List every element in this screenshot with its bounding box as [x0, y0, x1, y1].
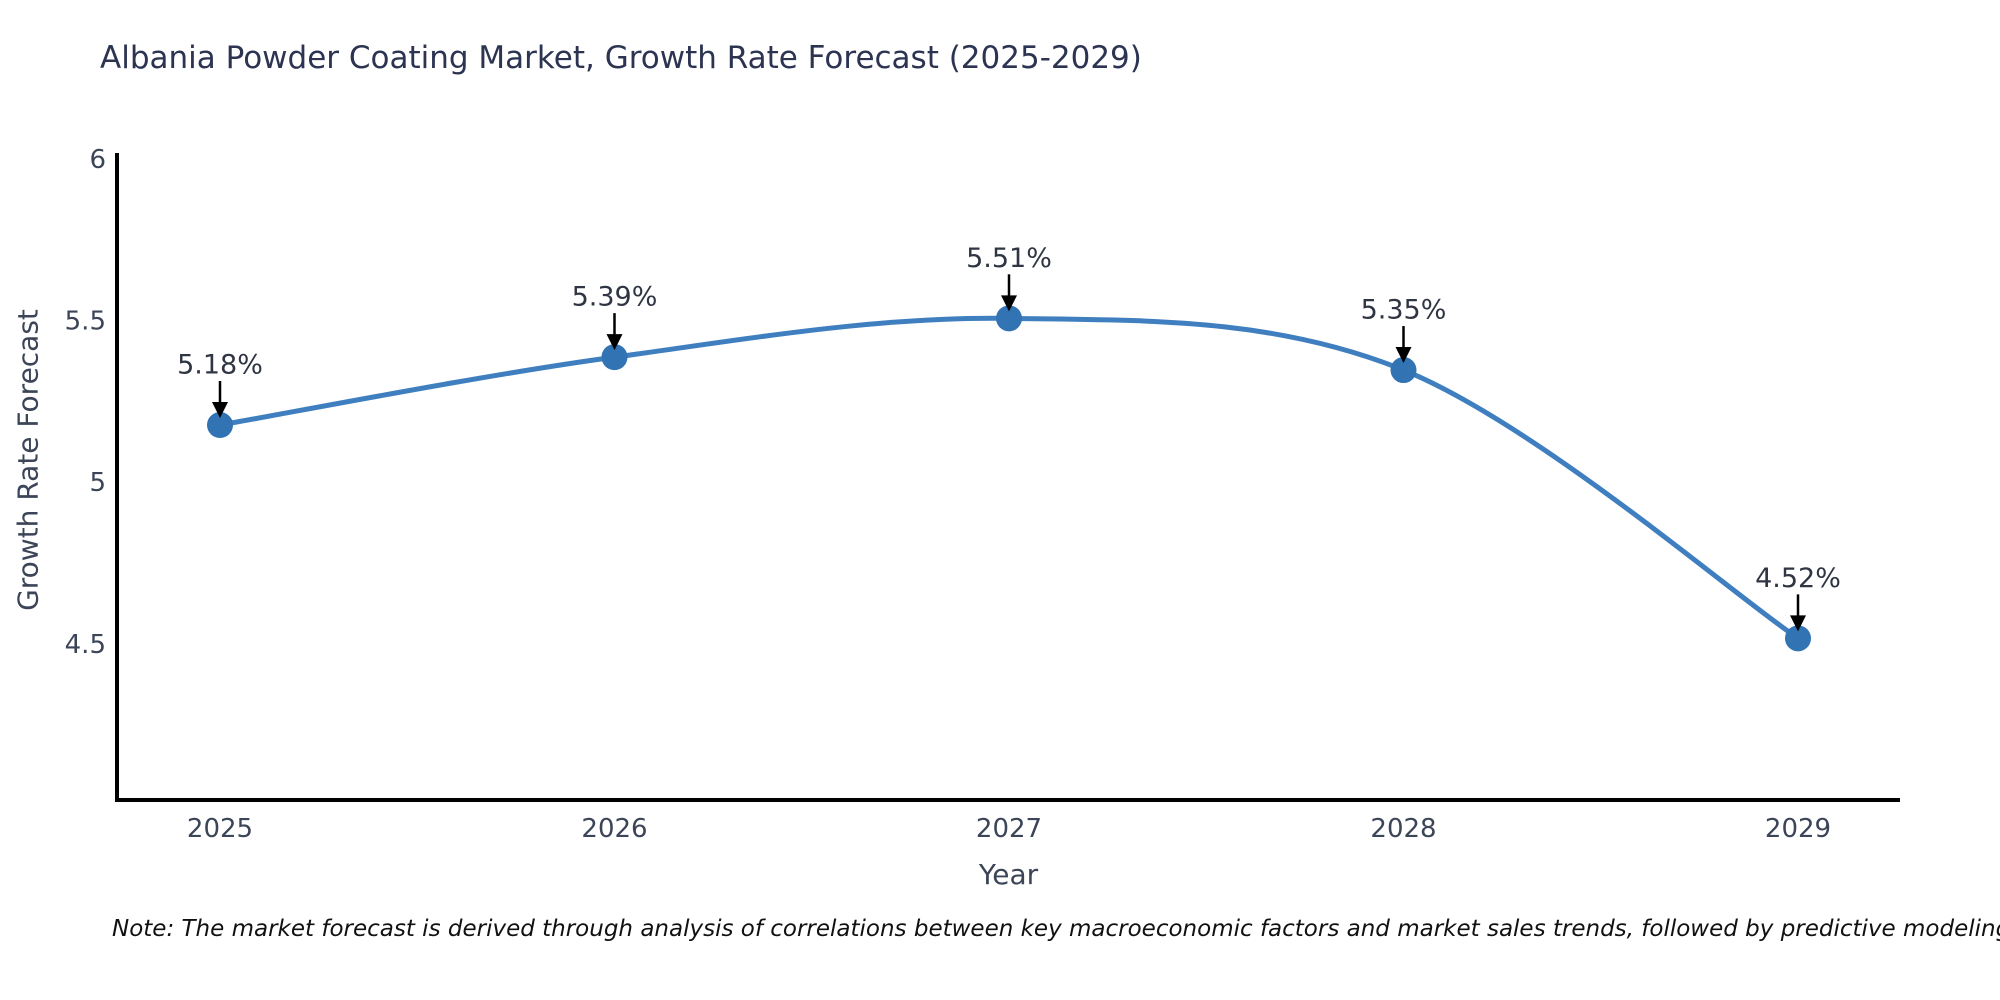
annotation-arrow-head	[1395, 347, 1412, 364]
data-point-marker	[1785, 625, 1811, 652]
data-point-label: 5.18%	[177, 350, 263, 381]
footnote: Note: The market forecast is derived thr…	[112, 916, 2000, 942]
annotation-arrow-head	[1790, 615, 1806, 632]
data-point-label: 5.51%	[966, 243, 1052, 274]
data-point-marker	[1390, 357, 1417, 384]
data-point-label: 4.52%	[1755, 563, 1841, 594]
x-tick-label: 2028	[1370, 814, 1436, 844]
y-tick-label: 6	[89, 145, 106, 175]
annotation-arrow-head	[606, 334, 623, 351]
x-axis-title: Year	[978, 858, 1039, 891]
chart-title: Albania Powder Coating Market, Growth Ra…	[100, 40, 1142, 76]
x-tick-label: 2029	[1765, 814, 1831, 844]
data-point-label: 5.35%	[1361, 295, 1447, 326]
y-tick-label: 4.5	[65, 630, 106, 660]
y-axis-title: Growth Rate Forecast	[12, 309, 45, 611]
annotation-arrow-head	[1001, 295, 1017, 312]
x-tick-label: 2025	[187, 814, 253, 844]
data-point-marker	[207, 412, 233, 439]
x-tick-label: 2027	[976, 814, 1042, 844]
forecast-line	[219, 315, 1800, 641]
x-tick-label: 2026	[581, 814, 647, 844]
y-tick-label: 5.5	[65, 307, 106, 337]
data-point-label: 5.39%	[572, 282, 658, 313]
y-tick-label: 5	[89, 468, 106, 498]
data-point-marker	[996, 305, 1022, 332]
annotation-arrow-head	[212, 402, 228, 419]
data-point-marker	[601, 344, 628, 371]
